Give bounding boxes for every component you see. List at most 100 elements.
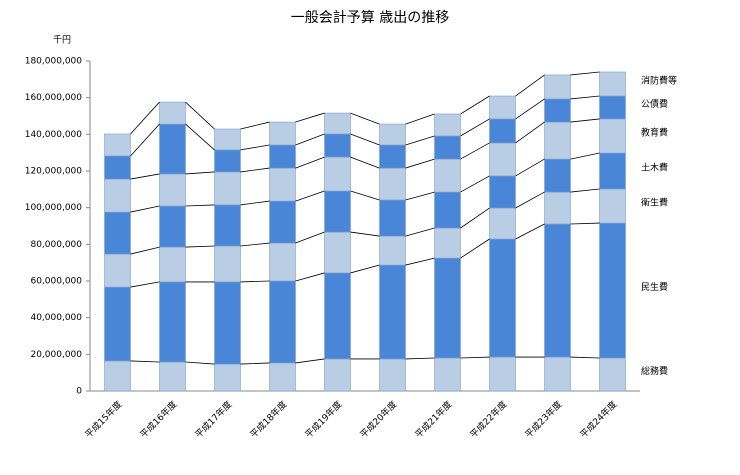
bar-segment	[159, 281, 186, 363]
series-line	[185, 171, 215, 175]
bar-segment	[104, 360, 131, 392]
bar-segment	[324, 156, 351, 192]
series-line	[515, 98, 545, 120]
series-line	[240, 200, 270, 206]
series-line	[570, 152, 600, 160]
x-tick-label: 平成18年度	[247, 398, 289, 440]
bar-segment	[379, 123, 406, 146]
series-line	[185, 245, 215, 248]
series-line	[405, 113, 435, 125]
bar-segment	[544, 74, 571, 100]
series-line	[570, 71, 600, 76]
bar-segment	[159, 205, 186, 248]
bar-segment	[544, 121, 571, 160]
x-tick-label: 平成20年度	[357, 398, 399, 440]
series-line	[460, 118, 490, 137]
series-line	[295, 272, 325, 282]
bar-segment	[324, 358, 351, 392]
legend-label: 消防費等	[641, 75, 677, 87]
legend-label: 衛生費	[641, 197, 668, 209]
series-line	[460, 95, 490, 115]
x-tick-label: 平成17年度	[192, 398, 234, 440]
bar-segment	[489, 142, 516, 177]
bar-segment	[159, 101, 186, 125]
series-line	[240, 362, 270, 365]
series-line	[350, 231, 380, 237]
x-tick-label: 平成21年度	[412, 398, 454, 440]
bar-segment	[104, 253, 131, 288]
bar-segment	[489, 238, 516, 358]
bar-segment	[544, 158, 571, 193]
bar-segment	[269, 144, 296, 169]
series-line	[570, 118, 600, 123]
bar-segment	[269, 121, 296, 146]
bar-segment	[104, 286, 131, 362]
bar-segment	[214, 171, 241, 206]
series-line	[350, 190, 380, 201]
series-line	[570, 188, 600, 193]
series-line	[350, 112, 380, 125]
series-line	[460, 207, 490, 229]
series-line	[240, 144, 270, 151]
series-line	[405, 158, 435, 169]
series-line	[240, 242, 270, 247]
series-line	[185, 123, 215, 151]
series-line	[570, 356, 600, 359]
bar-segment	[489, 207, 516, 240]
bar-segment	[544, 191, 571, 225]
series-line	[130, 101, 160, 135]
x-tick-label: 平成23年度	[522, 398, 564, 440]
bar-segment	[214, 245, 241, 283]
bar-segment	[599, 152, 626, 190]
bar-segment	[379, 144, 406, 169]
series-line	[460, 238, 490, 259]
series-line	[515, 74, 545, 97]
x-tick-label: 平成15年度	[82, 398, 124, 440]
bar-segment	[434, 113, 461, 137]
bar-segment	[434, 135, 461, 160]
y-tick-label: 160,000,000	[25, 93, 83, 103]
series-line	[350, 133, 380, 146]
series-line	[570, 95, 600, 100]
series-line	[460, 175, 490, 193]
bar-segment	[269, 280, 296, 364]
series-line	[240, 167, 270, 173]
bar-segment	[269, 362, 296, 392]
legend-label: 教育費	[641, 126, 668, 138]
y-tick-label: 60,000,000	[30, 277, 82, 287]
bar-segment	[324, 190, 351, 233]
series-line	[515, 191, 545, 209]
bar-segment	[379, 358, 406, 392]
bar-segment	[324, 133, 351, 158]
bar-segment	[599, 188, 626, 224]
bar-segment	[214, 363, 241, 392]
series-line	[185, 204, 215, 207]
bar-segment	[104, 133, 131, 157]
series-line	[405, 227, 435, 237]
series-line	[405, 135, 435, 146]
bar-segment	[489, 95, 516, 120]
series-line	[295, 358, 325, 364]
bar-segment	[104, 155, 131, 180]
bar-segment	[599, 71, 626, 97]
series-line	[350, 156, 380, 169]
series-line	[515, 223, 545, 240]
bar-segment	[489, 356, 516, 392]
bar-segment	[104, 211, 131, 255]
series-line	[130, 281, 160, 288]
bar-segment	[489, 175, 516, 209]
y-tick-label: 100,000,000	[25, 203, 83, 213]
legend-label: 総務費	[641, 365, 668, 377]
x-tick-label: 平成22年度	[467, 398, 509, 440]
series-line	[405, 191, 435, 201]
series-line	[295, 112, 325, 123]
y-tick-label: 140,000,000	[25, 130, 83, 140]
series-line	[130, 123, 160, 157]
bar-segment	[544, 223, 571, 358]
bar-segment	[214, 149, 241, 173]
bar-segment	[544, 356, 571, 392]
series-line	[460, 356, 490, 359]
bar-segment	[324, 112, 351, 135]
series-line	[185, 101, 215, 130]
